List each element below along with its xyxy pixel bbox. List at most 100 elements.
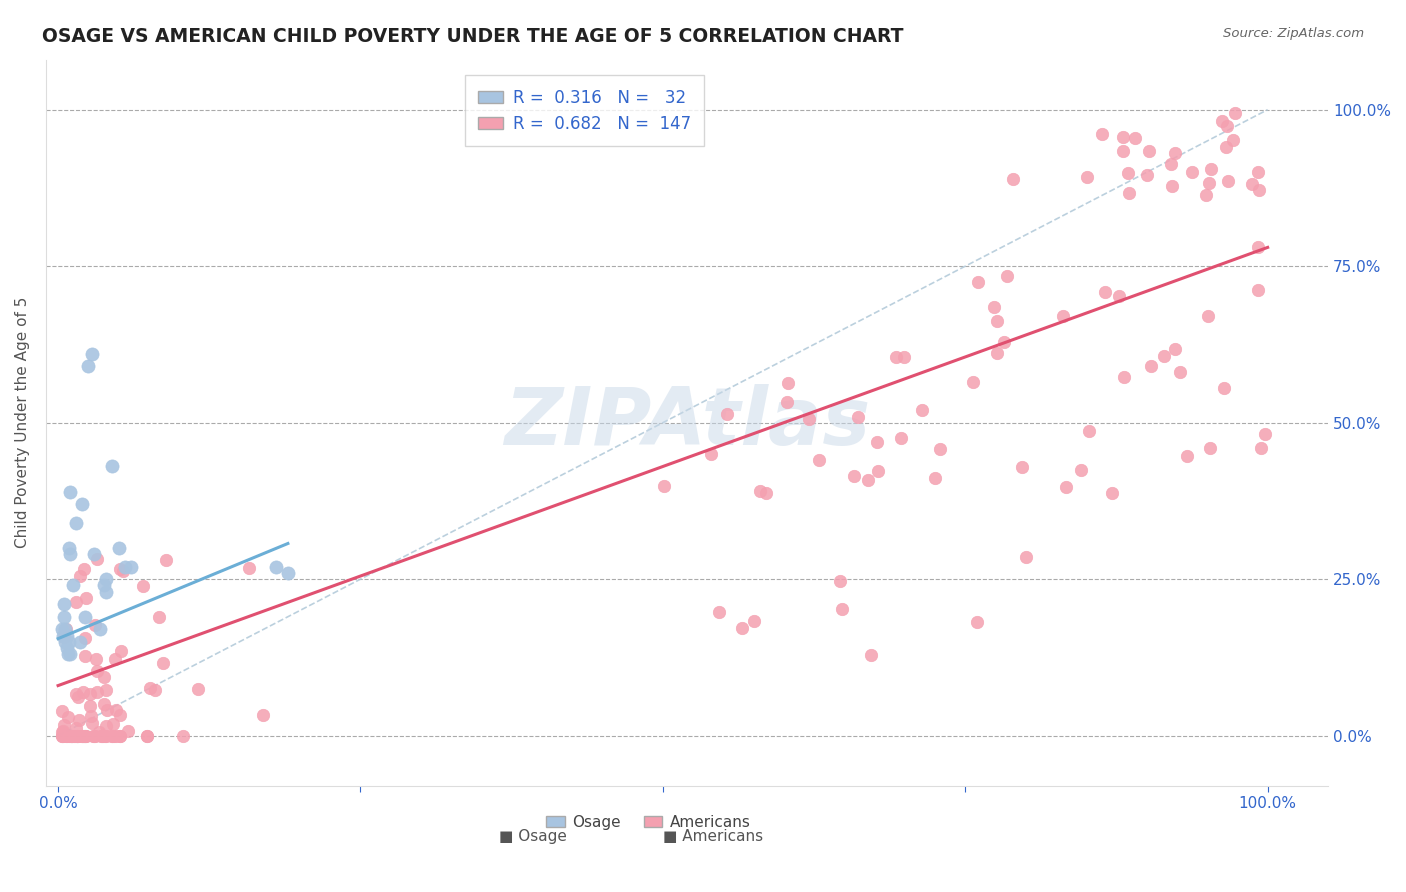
Point <box>80 715 103 730</box>
Point <box>51 729 73 743</box>
Point <box>1140 359 1163 373</box>
Point <box>101 459 124 474</box>
Point <box>104 729 127 743</box>
Point <box>63 729 86 743</box>
Point <box>53 634 76 648</box>
Point <box>84 652 107 666</box>
Point <box>890 431 912 445</box>
Point <box>117 723 139 738</box>
Point <box>59 729 82 743</box>
Point <box>103 716 125 731</box>
Point <box>93 670 115 684</box>
Point <box>277 566 299 580</box>
Point <box>55 729 77 743</box>
Point <box>1216 173 1239 187</box>
Point <box>59 648 82 662</box>
Point <box>80 708 103 723</box>
Point <box>264 559 287 574</box>
Point <box>51 725 73 739</box>
Point <box>96 572 118 586</box>
Point <box>1198 177 1220 191</box>
Point <box>928 442 950 456</box>
Point <box>1223 106 1246 120</box>
Point <box>1240 178 1263 192</box>
Point <box>91 729 114 743</box>
Point <box>72 497 94 511</box>
Point <box>65 595 87 609</box>
Point <box>69 568 91 582</box>
Text: ZIPAtlas: ZIPAtlas <box>503 384 870 462</box>
Point <box>110 707 132 722</box>
Point <box>100 729 122 743</box>
Point <box>72 729 94 743</box>
Point <box>82 729 104 743</box>
Point <box>967 275 990 289</box>
Point <box>53 718 76 732</box>
Point <box>152 656 174 670</box>
Point <box>716 408 738 422</box>
Point <box>59 484 82 499</box>
Point <box>1194 188 1216 202</box>
Point <box>108 729 131 743</box>
Point <box>859 648 882 663</box>
Point <box>148 609 170 624</box>
Point <box>66 729 89 743</box>
Point <box>94 729 117 743</box>
Point <box>136 729 159 743</box>
Point <box>1160 157 1182 171</box>
Point <box>1091 127 1114 141</box>
Point <box>67 690 90 704</box>
Point <box>90 729 112 743</box>
Point <box>1212 381 1234 395</box>
Point <box>911 403 934 417</box>
Point <box>1247 283 1270 297</box>
Point <box>1247 240 1270 254</box>
Point <box>83 729 105 743</box>
Point <box>1015 549 1038 564</box>
Text: OSAGE VS AMERICAN CHILD POVERTY UNDER THE AGE OF 5 CORRELATION CHART: OSAGE VS AMERICAN CHILD POVERTY UNDER TH… <box>42 27 904 45</box>
Point <box>775 395 797 409</box>
Point <box>993 335 1015 350</box>
Point <box>1052 309 1074 323</box>
Point <box>75 591 97 606</box>
Point <box>86 664 108 678</box>
Point <box>252 707 274 722</box>
Point <box>53 630 76 644</box>
Point <box>983 300 1005 314</box>
Point <box>709 606 731 620</box>
Point <box>55 640 77 655</box>
Point <box>73 729 96 743</box>
Point <box>52 628 75 642</box>
Point <box>108 729 131 743</box>
Point <box>58 541 80 555</box>
Point <box>73 729 96 743</box>
Point <box>93 697 115 711</box>
Point <box>828 574 851 588</box>
Point <box>55 622 77 636</box>
Point <box>73 562 96 576</box>
Point <box>1164 343 1187 357</box>
Point <box>104 702 127 716</box>
Point <box>831 602 853 616</box>
Point <box>110 562 132 576</box>
Point <box>1078 424 1101 438</box>
Point <box>986 346 1008 360</box>
Point <box>56 710 79 724</box>
Point <box>104 651 127 665</box>
Legend: R =  0.316   N =   32, R =  0.682   N =  147: R = 0.316 N = 32, R = 0.682 N = 147 <box>464 75 704 146</box>
Point <box>51 622 73 636</box>
Point <box>52 729 75 743</box>
Point <box>1250 441 1272 455</box>
Point <box>1111 130 1133 145</box>
Point <box>136 729 159 743</box>
Point <box>1249 183 1271 197</box>
Point <box>53 622 76 636</box>
Point <box>83 547 105 561</box>
Point <box>65 687 87 701</box>
Point <box>966 615 988 629</box>
Point <box>172 729 194 743</box>
Point <box>70 729 93 743</box>
Point <box>1076 170 1098 185</box>
Point <box>742 614 765 628</box>
Point <box>52 724 75 739</box>
